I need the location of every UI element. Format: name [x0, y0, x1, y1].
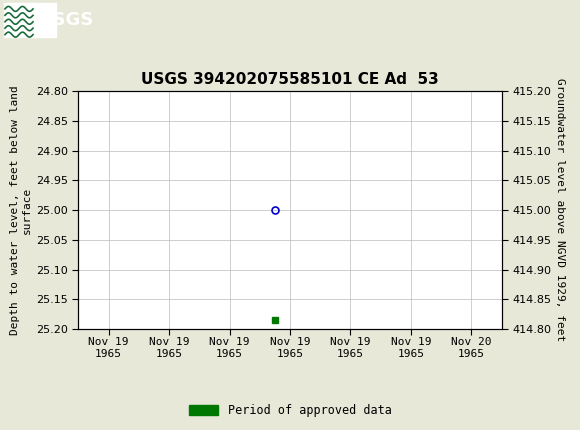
- Y-axis label: Groundwater level above NGVD 1929, feet: Groundwater level above NGVD 1929, feet: [555, 78, 566, 342]
- Text: USGS 394202075585101 CE Ad  53: USGS 394202075585101 CE Ad 53: [141, 72, 439, 87]
- Text: USGS: USGS: [38, 11, 93, 29]
- Y-axis label: Depth to water level, feet below land
surface: Depth to water level, feet below land su…: [10, 85, 32, 335]
- Bar: [4, 3, 56, 37]
- Legend: Period of approved data: Period of approved data: [184, 399, 396, 422]
